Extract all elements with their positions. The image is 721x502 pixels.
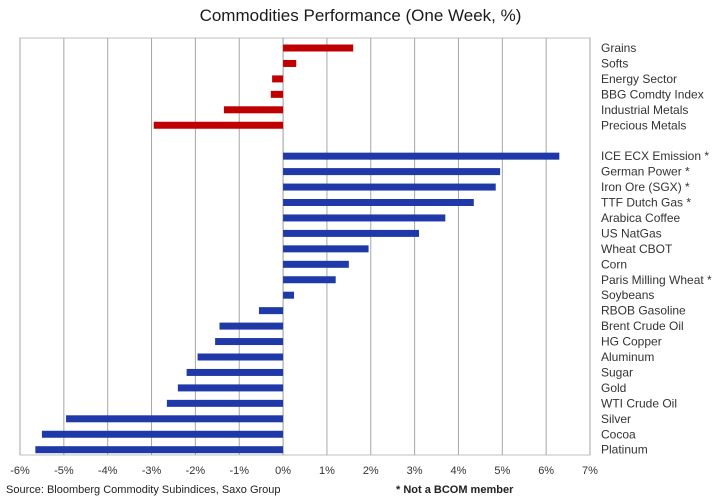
category-label: Paris Milling Wheat * [601,273,712,287]
bar [41,430,284,438]
x-tick-label: -2% [186,465,206,477]
bar [283,260,349,268]
category-label: Arabica Coffee [601,211,680,225]
x-tick-label: 7% [582,465,598,477]
bar [283,291,295,299]
x-tick-label: -1% [229,465,249,477]
bar [66,415,284,423]
category-label: Iron Ore (SGX) * [601,180,690,194]
category-label: Industrial Metals [601,103,688,117]
category-label: Precious Metals [601,118,686,132]
category-label: RBOB Gasoline [601,304,686,318]
category-label: Brent Crude Oil [601,319,684,333]
bar [215,338,284,346]
bar [186,368,284,376]
x-tick-label: 0% [275,465,291,477]
category-label: Soybeans [601,288,654,302]
category-label: BBG Comdty Index [601,87,704,101]
bar [283,168,501,176]
x-tick-label: 5% [494,465,510,477]
bar [219,322,284,330]
bar [283,152,560,160]
category-label: Gold [601,381,626,395]
bar [166,399,284,407]
bar [35,446,284,454]
x-tick-label: 6% [538,465,554,477]
bar [283,44,354,52]
bar [283,276,336,284]
category-label: Energy Sector [601,72,677,86]
category-label: Wheat CBOT [601,242,673,256]
bar [283,229,419,237]
membership-note: * Not a BCOM member [396,484,514,496]
bar [258,307,284,315]
category-label: US NatGas [601,226,662,240]
bar [223,106,284,114]
category-label: German Power * [601,165,690,179]
bar [270,90,284,98]
category-label: ICE ECX Emission * [601,149,709,163]
x-tick-label: 4% [451,465,467,477]
bar [177,384,284,392]
category-label: TTF Dutch Gas * [601,196,691,210]
category-label: Aluminum [601,350,654,364]
bar [283,245,369,253]
category-label: Platinum [601,443,648,457]
category-label: Sugar [601,365,633,379]
category-label: Grains [601,41,636,55]
x-tick-label: -5% [54,465,74,477]
bar [153,121,284,129]
category-label: Silver [601,412,631,426]
x-tick-label: -3% [142,465,162,477]
bar [197,353,284,361]
category-label: HG Copper [601,335,662,349]
category-label: Cocoa [601,427,636,441]
bar [283,59,297,67]
x-tick-label: 3% [407,465,423,477]
source-note: Source: Bloomberg Commodity Subindices, … [6,484,281,496]
chart-title: Commodities Performance (One Week, %) [199,6,522,25]
bar [283,199,474,206]
bar [283,183,496,191]
bar [272,75,284,83]
category-label: Softs [601,56,628,70]
x-tick-label: -4% [98,465,118,477]
x-tick-label: 1% [319,465,335,477]
bar [283,214,446,222]
category-label: WTI Crude Oil [601,396,677,410]
category-label: Corn [601,257,627,271]
x-tick-label: 2% [363,465,379,477]
x-tick-label: -6% [10,465,30,477]
